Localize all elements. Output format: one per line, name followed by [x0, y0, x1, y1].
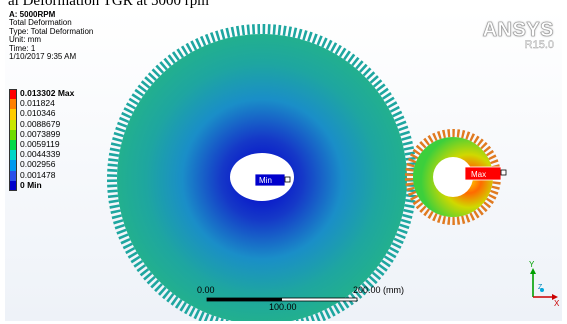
figure-caption: al Deformation TGR at 5000 rpm [8, 0, 209, 9]
max-marker[interactable]: Max [464, 166, 507, 181]
graphics-viewport[interactable]: Min Max A: 5000RPM Total Deformation Typ… [5, 9, 562, 321]
analysis-title: A: 5000RPM [9, 10, 56, 19]
legend-swatch [9, 109, 17, 120]
legend-label: 0 Min [20, 179, 42, 190]
small-gear-bore [433, 157, 473, 197]
legend-label: 0.011824 [20, 98, 55, 109]
result-timestamp: 1/10/2017 9:35 AM [9, 52, 77, 62]
legend-label: 0.0073899 [20, 128, 61, 139]
min-marker[interactable]: Min [254, 173, 291, 187]
legend-label: 0.0059119 [20, 138, 60, 149]
legend-swatch [9, 170, 17, 181]
result-name: Total Deformation [9, 18, 72, 28]
legend-swatch [9, 160, 17, 171]
result-type: Type: Total Deformation [9, 26, 94, 36]
scale-start-label: 0.00 [197, 285, 215, 295]
logo-release: R15.0 [524, 39, 554, 51]
legend-swatch [9, 119, 17, 130]
triad-y-label: Y [529, 260, 535, 269]
scale-mid-label: 100.00 [269, 302, 297, 312]
ansys-logo: ANSYS R15.0 [482, 19, 554, 52]
scale-end-label: 200.00 (mm) [353, 285, 405, 295]
result-info: A: 5000RPM Total Deformation Type: Total… [9, 10, 94, 62]
scale-bar-graphic [206, 297, 358, 302]
legend-label: 0.002956 [20, 159, 56, 170]
triad-x-label: X [554, 299, 560, 308]
legend-label: 0.001478 [20, 169, 56, 180]
legend-swatch [9, 99, 17, 110]
legend-label: 0.013302 Max [20, 88, 75, 98]
max-marker-label: Max [471, 170, 486, 179]
result-time: Time: 1 [9, 43, 36, 53]
legend-swatch [9, 139, 17, 151]
legend-swatch [9, 150, 17, 161]
legend-label: 0.0044339 [20, 149, 61, 160]
gear-model[interactable]: Min Max [5, 9, 562, 321]
legend-swatch [9, 129, 17, 140]
legend-swatch [9, 89, 17, 100]
logo-name: ANSYS [482, 19, 554, 42]
legend-swatch [9, 180, 17, 191]
result-unit: Unit: mm [9, 35, 41, 45]
triad-z-label: Z [538, 284, 543, 291]
axis-triad[interactable]: Y Z X [525, 259, 561, 309]
legend-label: 0.010346 [20, 108, 56, 119]
legend-label: 0.0088679 [20, 118, 61, 129]
min-marker-label: Min [259, 176, 272, 185]
